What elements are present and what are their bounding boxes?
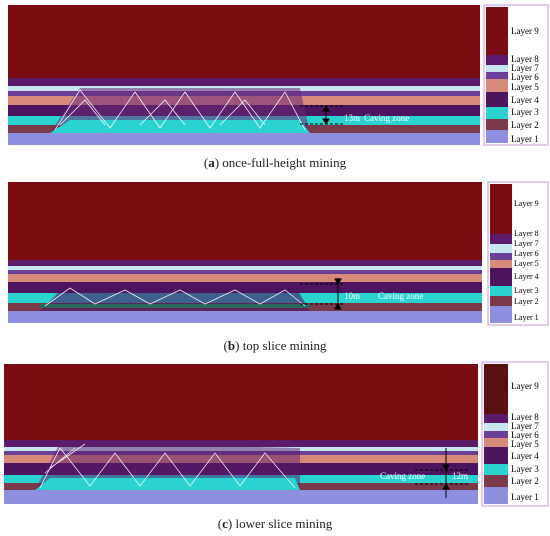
thickness-label: 10m xyxy=(344,291,360,301)
panel-a-caption: (a) once-full-height mining xyxy=(203,155,347,170)
panel-a-letter: a xyxy=(208,155,215,170)
panel-c: Caving zone 12m Layer 9 Layer 8 Layer 7 … xyxy=(0,358,550,536)
legend-label-layer4: Layer 4 xyxy=(511,95,539,105)
panel-c-figure: Caving zone 12m Layer 9 Layer 8 Layer 7 … xyxy=(4,361,549,507)
legend-label-layer1: Layer 1 xyxy=(511,492,539,502)
legend-label-layer6: Layer 6 xyxy=(511,430,539,440)
legend-label-layer5: Layer 5 xyxy=(511,82,539,92)
legend-label-layer4: Layer 4 xyxy=(511,451,539,461)
panel-a: 13m Caving zone Layer 9 Layer 8 Layer 7 … xyxy=(0,0,550,178)
panel-a-caption-text: once-full-height mining xyxy=(222,155,347,170)
zone-label: Caving zone xyxy=(364,113,409,123)
panel-b-figure: 10m Caving zone Layer 9 Layer 8 Layer 7 … xyxy=(8,181,549,326)
legend-label-layer6: Layer 6 xyxy=(514,249,539,258)
legend-label-layer5: Layer 5 xyxy=(511,439,539,449)
legend-label-layer8: Layer 8 xyxy=(511,412,539,422)
legend-label-layer7: Layer 7 xyxy=(514,239,539,248)
zone-label: Caving zone xyxy=(378,291,423,301)
legend-label-layer7: Layer 7 xyxy=(511,63,539,73)
panel-a-model: 13m Caving zone xyxy=(8,5,480,145)
legend-label-layer1: Layer 1 xyxy=(514,313,539,322)
legend-label-layer3: Layer 3 xyxy=(511,107,539,117)
legend-label-layer2: Layer 2 xyxy=(511,476,539,486)
panel-a-legend: Layer 9 Layer 8 Layer 7 Layer 6 Layer 5 … xyxy=(483,4,549,146)
panel-b-legend: Layer 9 Layer 8 Layer 7 Layer 6 Layer 5 … xyxy=(487,181,549,326)
legend-label-layer8: Layer 8 xyxy=(511,54,539,64)
legend-label-layer9: Layer 9 xyxy=(511,26,539,36)
panel-c-model: Caving zone 12m xyxy=(4,364,478,504)
panel-b-caption: (b) top slice mining xyxy=(223,338,327,353)
legend-label-layer1: Layer 1 xyxy=(511,134,539,144)
panel-c-legend: Layer 9 Layer 8 Layer 7 Layer 6 Layer 5 … xyxy=(481,361,549,507)
legend-label-layer3: Layer 3 xyxy=(514,286,539,295)
caving-zone-lower xyxy=(50,120,310,133)
panel-c-letter: c xyxy=(222,516,228,531)
legend-label-layer7: Layer 7 xyxy=(511,421,539,431)
panel-b-model: 10m Caving zone xyxy=(8,182,482,323)
thickness-annotation xyxy=(300,105,345,125)
legend-label-layer6: Layer 6 xyxy=(511,72,539,82)
thickness-label: 13m xyxy=(344,113,360,123)
legend-label-layer9: Layer 9 xyxy=(514,199,539,208)
panel-b-letter: b xyxy=(227,338,236,353)
legend-label-layer3: Layer 3 xyxy=(511,464,539,474)
panel-b-caption-text: top slice mining xyxy=(242,338,327,353)
legend-label-layer2: Layer 2 xyxy=(511,120,539,130)
thickness-label: 12m xyxy=(452,471,468,481)
layer1-band xyxy=(8,133,480,145)
fracture-marks xyxy=(54,89,306,131)
legend-label-layer9: Layer 9 xyxy=(511,381,539,391)
panel-c-caption: (c) lower slice mining xyxy=(217,516,333,531)
legend-label-layer5: Layer 5 xyxy=(514,259,539,268)
layer9-band xyxy=(8,5,480,80)
zone-label: Caving zone xyxy=(380,471,425,481)
panel-a-figure: 13m Caving zone Layer 9 Layer 8 Layer 7 … xyxy=(8,4,549,146)
legend-label-layer8: Layer 8 xyxy=(514,229,539,238)
legend-label-layer4: Layer 4 xyxy=(514,272,539,281)
layer8-band xyxy=(8,78,480,86)
legend-label-layer2: Layer 2 xyxy=(514,297,539,306)
panel-b: 10m Caving zone Layer 9 Layer 8 Layer 7 … xyxy=(0,178,550,358)
panel-c-caption-text: lower slice mining xyxy=(235,516,333,531)
